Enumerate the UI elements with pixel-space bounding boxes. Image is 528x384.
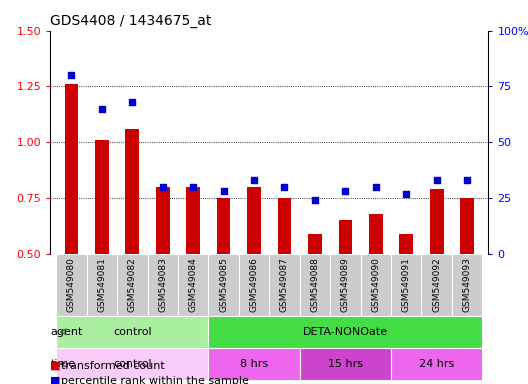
- Bar: [56, 348, 209, 380]
- Bar: [56, 316, 209, 348]
- Text: 24 hrs: 24 hrs: [419, 359, 454, 369]
- Text: 15 hrs: 15 hrs: [328, 359, 363, 369]
- Text: ■: ■: [50, 361, 61, 371]
- Point: [98, 106, 106, 112]
- Bar: [217, 198, 231, 254]
- Text: agent: agent: [51, 327, 83, 337]
- Point: [67, 72, 76, 78]
- Text: control: control: [113, 327, 152, 337]
- Text: GSM549089: GSM549089: [341, 257, 350, 312]
- Text: GSM549088: GSM549088: [310, 257, 319, 312]
- Bar: [64, 84, 78, 254]
- Point: [432, 177, 441, 183]
- Text: transformed count: transformed count: [61, 361, 164, 371]
- Point: [189, 184, 197, 190]
- Point: [463, 177, 472, 183]
- Bar: [87, 254, 117, 316]
- Text: time: time: [51, 359, 76, 369]
- Bar: [56, 254, 87, 316]
- Text: percentile rank within the sample: percentile rank within the sample: [61, 376, 249, 384]
- Bar: [126, 129, 139, 254]
- Text: GSM549085: GSM549085: [219, 257, 228, 312]
- Point: [280, 184, 289, 190]
- Text: GSM549087: GSM549087: [280, 257, 289, 312]
- Text: GSM549086: GSM549086: [250, 257, 259, 312]
- Point: [372, 184, 380, 190]
- Bar: [178, 254, 209, 316]
- Text: GSM549093: GSM549093: [463, 257, 472, 312]
- Text: GSM549080: GSM549080: [67, 257, 76, 312]
- Text: GSM549091: GSM549091: [402, 257, 411, 312]
- Bar: [278, 198, 291, 254]
- Bar: [147, 254, 178, 316]
- Text: GSM549082: GSM549082: [128, 257, 137, 311]
- Text: 8 hrs: 8 hrs: [240, 359, 268, 369]
- Point: [128, 99, 137, 105]
- Text: DETA-NONOate: DETA-NONOate: [303, 327, 388, 337]
- Bar: [209, 254, 239, 316]
- Text: GSM549081: GSM549081: [97, 257, 107, 312]
- Text: GSM549090: GSM549090: [371, 257, 380, 312]
- Bar: [361, 254, 391, 316]
- Bar: [369, 214, 383, 254]
- Point: [250, 177, 258, 183]
- Bar: [269, 254, 300, 316]
- Bar: [421, 254, 452, 316]
- Bar: [209, 316, 482, 348]
- Point: [310, 197, 319, 203]
- Point: [341, 188, 350, 194]
- Bar: [430, 189, 444, 254]
- Bar: [186, 187, 200, 254]
- Bar: [117, 254, 147, 316]
- Text: ■: ■: [50, 376, 61, 384]
- Point: [402, 190, 410, 197]
- Bar: [209, 348, 300, 380]
- Text: control: control: [113, 359, 152, 369]
- Bar: [300, 254, 330, 316]
- Bar: [460, 198, 474, 254]
- Bar: [391, 348, 482, 380]
- Text: GSM549092: GSM549092: [432, 257, 441, 311]
- Bar: [239, 254, 269, 316]
- Bar: [338, 220, 352, 254]
- Point: [220, 188, 228, 194]
- Bar: [399, 234, 413, 254]
- Bar: [300, 348, 391, 380]
- Bar: [156, 187, 169, 254]
- Bar: [247, 187, 261, 254]
- Text: GSM549083: GSM549083: [158, 257, 167, 312]
- Bar: [330, 254, 361, 316]
- Text: GDS4408 / 1434675_at: GDS4408 / 1434675_at: [50, 14, 212, 28]
- Bar: [391, 254, 421, 316]
- Bar: [452, 254, 482, 316]
- Bar: [308, 234, 322, 254]
- Point: [158, 184, 167, 190]
- Bar: [95, 140, 109, 254]
- Text: GSM549084: GSM549084: [188, 257, 197, 311]
